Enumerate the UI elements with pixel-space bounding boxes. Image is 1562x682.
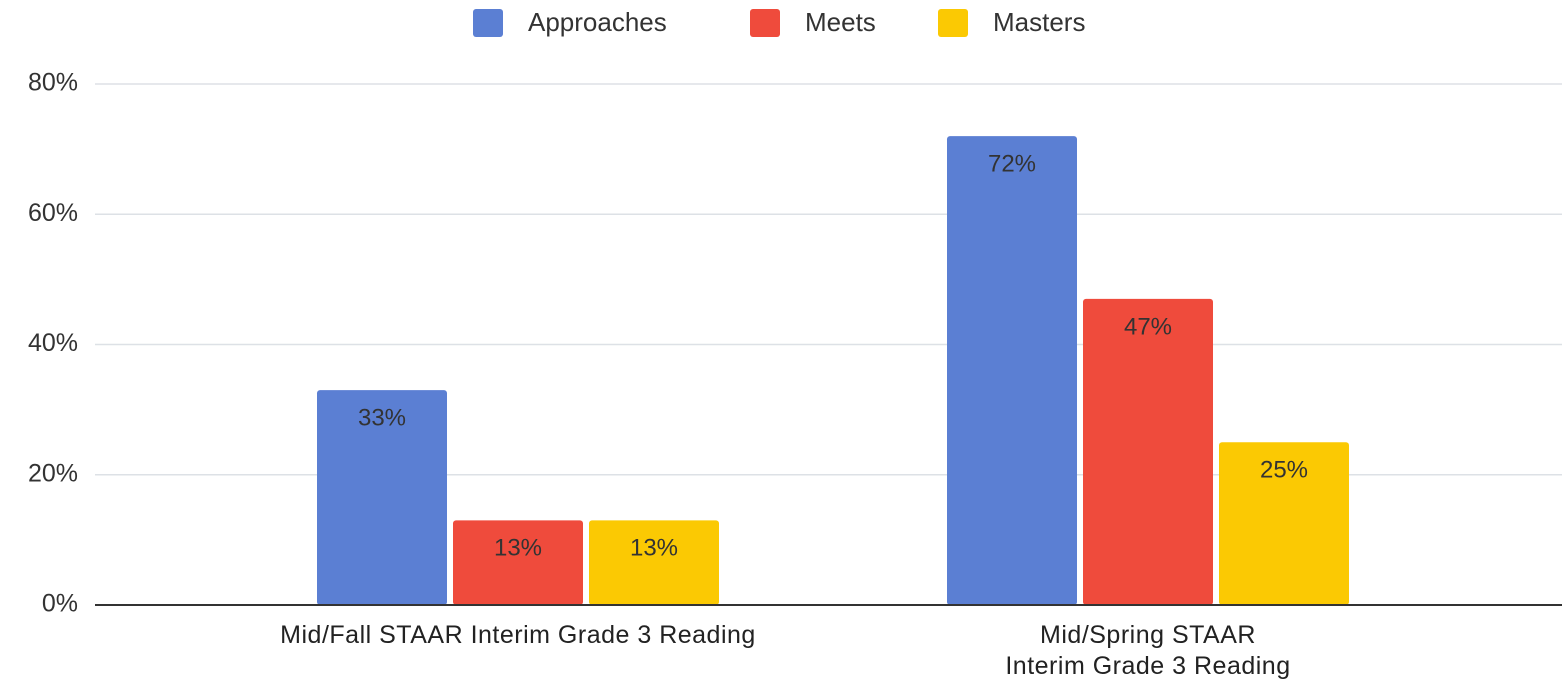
value-label: 72% <box>988 150 1036 177</box>
value-label: 47% <box>1124 313 1172 340</box>
bar <box>1083 298 1213 605</box>
bar <box>453 520 583 605</box>
y-tick-label: 40% <box>28 329 78 357</box>
value-label: 25% <box>1260 457 1308 484</box>
legend-swatch <box>938 9 968 37</box>
bar <box>317 390 447 605</box>
value-label: 13% <box>630 535 678 562</box>
legend-label: Masters <box>993 7 1085 37</box>
value-label: 33% <box>358 404 406 431</box>
bar <box>1219 442 1349 605</box>
bar <box>947 136 1077 605</box>
legend-swatch <box>750 9 780 37</box>
y-tick-label: 20% <box>28 459 78 487</box>
legend-label: Approaches <box>528 7 667 37</box>
y-tick-label: 60% <box>28 199 78 227</box>
legend-label: Meets <box>805 7 876 37</box>
value-label: 13% <box>494 535 542 562</box>
x-tick-label: Mid/Fall STAAR Interim Grade 3 Reading <box>280 621 756 649</box>
y-tick-label: 0% <box>42 590 78 618</box>
x-tick-label: Mid/Spring STAAR Interim Grade 3 Reading <box>1005 621 1291 680</box>
bar <box>589 520 719 605</box>
legend-swatch <box>473 9 503 37</box>
y-tick-label: 80% <box>28 69 78 97</box>
